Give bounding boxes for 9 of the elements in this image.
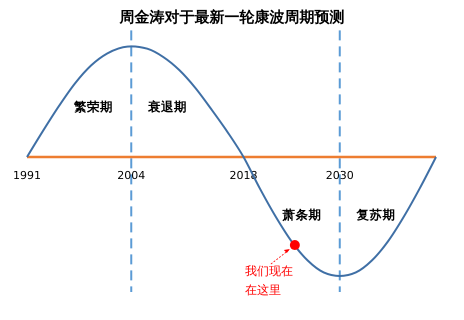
annotation: 萧条期 xyxy=(281,207,322,222)
annotation: 我们现在在这里 xyxy=(244,264,293,298)
annotation: 衰退期 xyxy=(146,99,187,114)
x-tick-label: 2030 xyxy=(326,169,354,182)
annotation: 复苏期 xyxy=(355,207,396,222)
x-tick-label: 1991 xyxy=(13,169,41,182)
x-tick-label: 2004 xyxy=(117,169,146,182)
annotation: 繁荣期 xyxy=(72,99,113,114)
chart-title: 周金涛对于最新一轮康波周期预测 xyxy=(118,8,344,26)
